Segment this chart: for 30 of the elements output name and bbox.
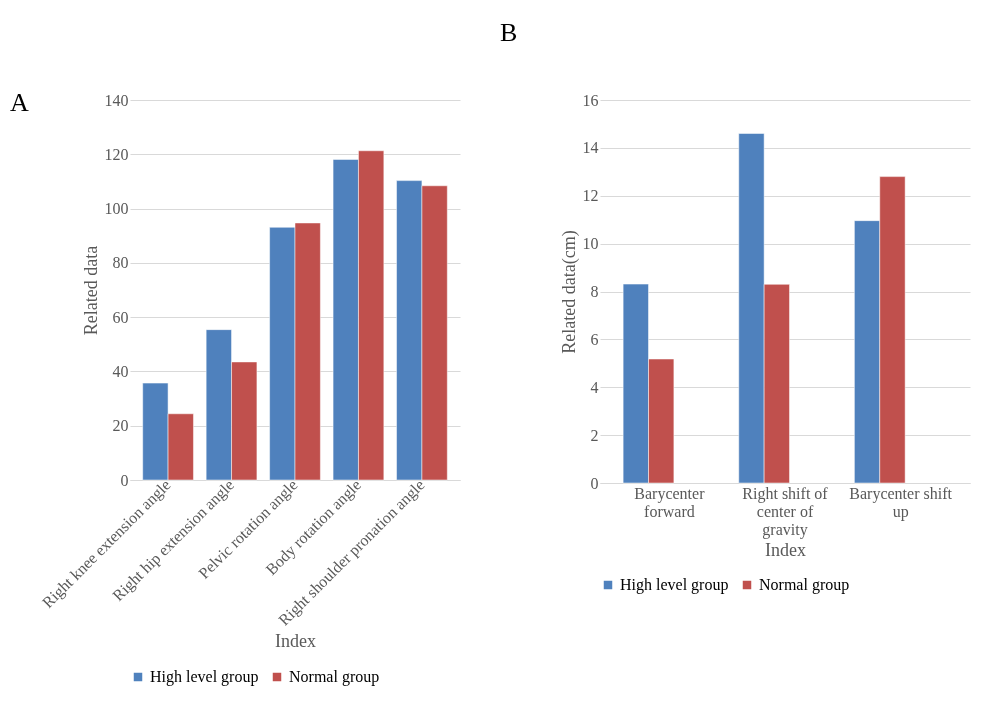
y-tick-label: 12: [582, 187, 599, 205]
y-axis-title: Related data(cm): [558, 230, 580, 354]
y-tick-label: 10: [582, 235, 599, 253]
y-tick-label: 2: [590, 426, 599, 444]
y-tick-label: 6: [590, 330, 599, 348]
y-tick-label: 20: [112, 417, 129, 435]
y-tick-label: 100: [104, 200, 129, 218]
y-axis-title: Related data: [80, 245, 101, 336]
y-tick-label: 140: [104, 91, 129, 109]
y-tick-label: 16: [582, 91, 599, 109]
y-tick-label: 60: [112, 308, 129, 326]
y-tick-label: 14: [582, 139, 599, 157]
x-tick-label: Right shift of center of gravity: [742, 484, 829, 539]
x-axis-title: Index: [765, 539, 806, 560]
legend-label: Normal group: [289, 668, 380, 686]
y-tick-label: 0: [120, 471, 129, 489]
legend-label: High level group: [150, 668, 259, 686]
y-tick-label: 120: [104, 145, 129, 163]
y-tick-label: 80: [112, 254, 129, 272]
x-tick-label: Barycenter shift up: [849, 484, 953, 521]
x-tick-label: Barycenter forward: [634, 484, 706, 520]
y-tick-label: 8: [590, 283, 599, 300]
y-tick-label: 4: [590, 378, 599, 396]
legend-label: Normal group: [759, 576, 850, 594]
legend-label: High level group: [620, 576, 729, 594]
text: A: [10, 88, 29, 117]
x-axis-title: Index: [275, 630, 316, 651]
text: B: [500, 18, 518, 47]
y-tick-label: 40: [112, 362, 129, 380]
y-tick-label: 0: [590, 474, 599, 492]
